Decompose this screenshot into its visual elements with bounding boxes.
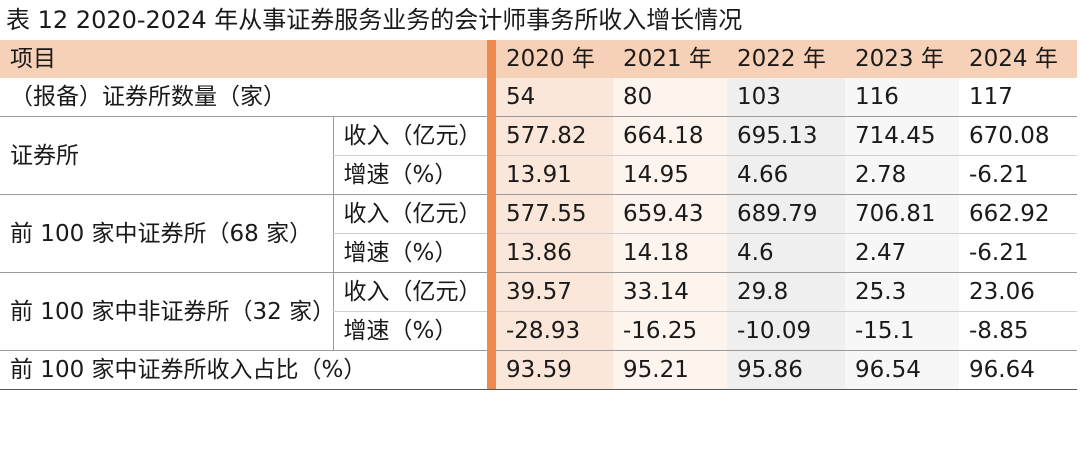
table-row: 增速（%） 13.86 14.18 4.6 2.47 -6.21	[0, 233, 1077, 273]
cell: 95.21	[613, 350, 727, 390]
cell: 4.6	[727, 233, 845, 273]
cell: 13.86	[496, 233, 613, 273]
cell: 14.95	[613, 155, 727, 195]
sub-label: 增速（%）	[332, 155, 487, 195]
sub-label: 收入（亿元）	[332, 116, 487, 156]
cell: 577.55	[496, 194, 613, 234]
cell: -15.1	[845, 311, 959, 351]
cell: -6.21	[959, 233, 1077, 273]
header-item: 项目	[0, 40, 487, 78]
cell: 95.86	[727, 350, 845, 390]
cell: 39.57	[496, 272, 613, 312]
row-label: （报备）证券所数量（家）	[0, 78, 487, 117]
cell: 117	[959, 78, 1077, 117]
cell: -6.21	[959, 155, 1077, 195]
cell: 2.78	[845, 155, 959, 195]
table-row: 前 100 家中证券所收入占比（%） 93.59 95.21 95.86 96.…	[0, 350, 1077, 390]
cell: 23.06	[959, 272, 1077, 312]
row-label: 前 100 家中非证券所（32 家）	[0, 272, 335, 351]
cell: 689.79	[727, 194, 845, 234]
cell: 2.47	[845, 233, 959, 273]
divider-bar	[487, 40, 496, 78]
header-year-2024: 2024 年	[959, 40, 1077, 78]
sub-label: 增速（%）	[332, 311, 487, 351]
cell: 80	[613, 78, 727, 117]
cell: 659.43	[613, 194, 727, 234]
sub-label: 收入（亿元）	[332, 272, 487, 312]
table-row: 增速（%） 13.91 14.95 4.66 2.78 -6.21	[0, 155, 1077, 195]
header-year-2020: 2020 年	[496, 40, 613, 78]
revenue-table: 项目 2020 年 2021 年 2022 年 2023 年 2024 年 （报…	[0, 40, 1077, 390]
cell: 96.54	[845, 350, 959, 390]
cell: 577.82	[496, 116, 613, 156]
cell: -16.25	[613, 311, 727, 351]
cell: 714.45	[845, 116, 959, 156]
table-caption: 表 12 2020-2024 年从事证券服务业务的会计师事务所收入增长情况	[6, 6, 743, 34]
cell: 29.8	[727, 272, 845, 312]
cell: 664.18	[613, 116, 727, 156]
cell: 670.08	[959, 116, 1077, 156]
cell: -10.09	[727, 311, 845, 351]
row-label: 前 100 家中证券所（68 家）	[0, 194, 333, 273]
header-year-2023: 2023 年	[845, 40, 959, 78]
table-row: 增速（%） -28.93 -16.25 -10.09 -15.1 -8.85	[0, 311, 1077, 351]
row-label: 证券所	[0, 116, 333, 195]
cell: 25.3	[845, 272, 959, 312]
table-row: 证券所 收入（亿元） 577.82 664.18 695.13 714.45 6…	[0, 116, 1077, 195]
cell: 695.13	[727, 116, 845, 156]
cell: -8.85	[959, 311, 1077, 351]
cell: 4.66	[727, 155, 845, 195]
sub-label: 收入（亿元）	[332, 194, 487, 234]
table-row: 前 100 家中证券所（68 家） 收入（亿元） 577.55 659.43 6…	[0, 194, 1077, 273]
cell: -28.93	[496, 311, 613, 351]
table-row: （报备）证券所数量（家） 54 80 103 116 117	[0, 78, 1077, 117]
header-year-2021: 2021 年	[613, 40, 727, 78]
cell: 93.59	[496, 350, 613, 390]
cell: 116	[845, 78, 959, 117]
row-label: 前 100 家中证券所收入占比（%）	[0, 350, 487, 390]
header-year-2022: 2022 年	[727, 40, 845, 78]
cell: 96.64	[959, 350, 1077, 390]
cell: 54	[496, 78, 613, 117]
cell: 706.81	[845, 194, 959, 234]
cell: 662.92	[959, 194, 1077, 234]
sub-label: 增速（%）	[332, 233, 487, 273]
header-row: 项目 2020 年 2021 年 2022 年 2023 年 2024 年	[0, 40, 1077, 78]
table-row: 前 100 家中非证券所（32 家） 收入（亿元） 39.57 33.14 29…	[0, 272, 1077, 351]
cell: 103	[727, 78, 845, 117]
cell: 14.18	[613, 233, 727, 273]
cell: 13.91	[496, 155, 613, 195]
cell: 33.14	[613, 272, 727, 312]
